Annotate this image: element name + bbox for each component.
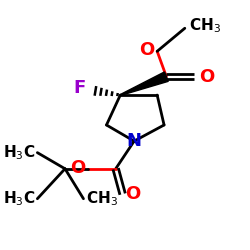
Text: O: O <box>140 41 155 59</box>
Text: CH$_3$: CH$_3$ <box>190 16 222 35</box>
Text: O: O <box>125 185 140 203</box>
Text: H$_3$C: H$_3$C <box>3 143 35 162</box>
Text: H$_3$C: H$_3$C <box>3 189 35 208</box>
Text: CH$_3$: CH$_3$ <box>86 189 118 208</box>
Text: N: N <box>126 132 142 150</box>
Polygon shape <box>120 72 168 96</box>
Text: O: O <box>199 68 214 86</box>
Text: F: F <box>74 79 86 97</box>
Text: O: O <box>70 158 86 176</box>
